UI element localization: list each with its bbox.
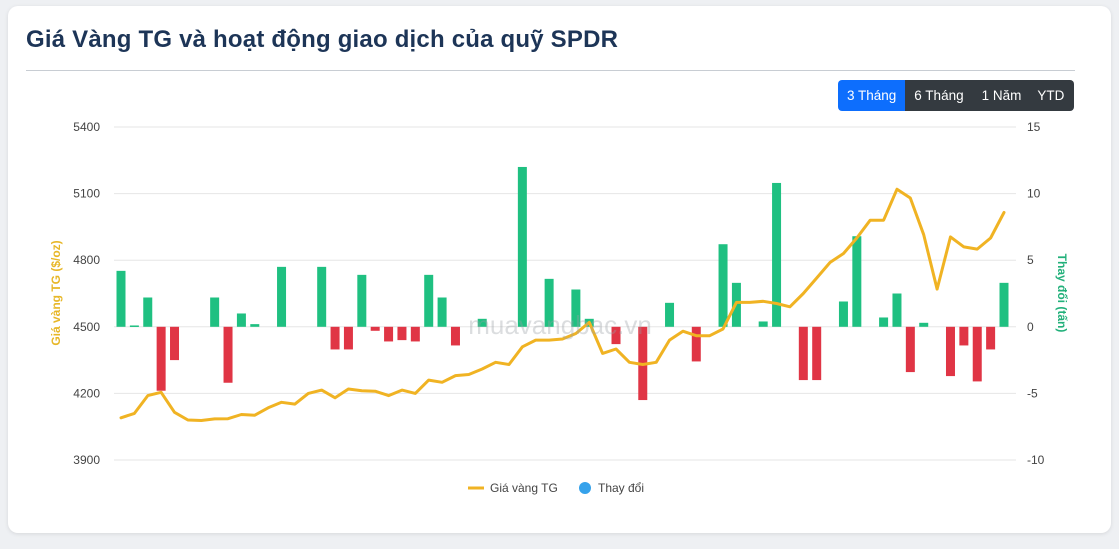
change-bar[interactable]: [370, 326, 380, 331]
legend-change-label: Thay đổi: [598, 481, 644, 495]
change-bar[interactable]: [250, 324, 260, 327]
change-bar[interactable]: [223, 326, 233, 383]
change-bar[interactable]: [812, 326, 822, 381]
change-bar[interactable]: [611, 326, 621, 345]
range-6-months-button[interactable]: 6 Tháng: [905, 80, 973, 111]
change-bar[interactable]: [772, 182, 782, 327]
range-3-months-button[interactable]: 3 Tháng: [838, 80, 906, 111]
left-tick-label: 5100: [73, 187, 100, 201]
change-bar[interactable]: [424, 274, 434, 327]
title-divider: [26, 70, 1075, 71]
right-tick-label: 10: [1027, 187, 1041, 201]
change-bar[interactable]: [317, 266, 327, 327]
left-tick-label: 3900: [73, 453, 100, 467]
change-bar[interactable]: [945, 326, 955, 377]
change-bar[interactable]: [852, 236, 862, 327]
change-bar[interactable]: [919, 322, 929, 327]
change-bar[interactable]: [116, 270, 126, 327]
legend-change-swatch: [579, 482, 591, 494]
change-bar[interactable]: [236, 313, 246, 327]
change-bar[interactable]: [879, 317, 889, 327]
change-bar[interactable]: [905, 326, 915, 373]
change-bar[interactable]: [986, 326, 996, 350]
change-bar[interactable]: [571, 289, 581, 327]
change-bar[interactable]: [330, 326, 340, 350]
change-bar[interactable]: [999, 282, 1009, 327]
change-bar[interactable]: [210, 297, 220, 327]
gridlines: [114, 126, 1016, 461]
change-bar[interactable]: [892, 293, 902, 327]
change-bar[interactable]: [972, 326, 982, 382]
range-ytd-button[interactable]: YTD: [1030, 80, 1075, 111]
right-tick-label: -10: [1027, 453, 1045, 467]
change-bar[interactable]: [477, 318, 487, 327]
right-axis-title: Thay đổi (tấn): [1055, 254, 1069, 333]
left-tick-label: 4800: [73, 253, 100, 267]
change-bar[interactable]: [343, 326, 353, 350]
right-tick-label: 0: [1027, 320, 1034, 334]
change-bar[interactable]: [691, 326, 701, 362]
left-tick-label: 4500: [73, 320, 100, 334]
change-bars: [116, 166, 1009, 401]
change-bar[interactable]: [129, 325, 139, 327]
left-axis-title: Giá vàng TG ($/oz): [49, 240, 63, 345]
range-selector: 3 Tháng 6 Tháng 1 Năm YTD: [838, 80, 1075, 111]
range-1-year-button[interactable]: 1 Năm: [972, 80, 1031, 111]
legend: Giá vàng TG Thay đổi: [468, 481, 644, 495]
change-bar[interactable]: [450, 326, 460, 346]
change-bar[interactable]: [798, 326, 808, 381]
change-bar[interactable]: [143, 297, 153, 327]
right-tick-label: 15: [1027, 120, 1041, 134]
change-bar[interactable]: [170, 326, 180, 361]
left-axis-ticks: 5400 5100 4800 4500 4200 3900: [73, 120, 100, 467]
legend-gold-label: Giá vàng TG: [490, 481, 558, 495]
legend-item-change[interactable]: Thay đổi: [579, 481, 644, 495]
change-bar[interactable]: [277, 266, 287, 327]
change-bar[interactable]: [758, 321, 768, 327]
left-tick-label: 4200: [73, 386, 100, 400]
legend-item-gold[interactable]: Giá vàng TG: [468, 481, 558, 495]
change-bar[interactable]: [397, 326, 407, 341]
change-bar[interactable]: [718, 244, 728, 327]
right-axis-ticks: 15 10 5 0 -5 -10: [1027, 120, 1045, 467]
change-bar[interactable]: [665, 302, 675, 327]
change-bar[interactable]: [384, 326, 394, 342]
change-bar[interactable]: [517, 166, 527, 327]
watermark: muavangbac.vn: [468, 310, 652, 340]
left-tick-label: 5400: [73, 120, 100, 134]
change-bar[interactable]: [544, 278, 554, 327]
page-title: Giá Vàng TG và hoạt động giao dịch của q…: [26, 26, 619, 53]
change-bar[interactable]: [410, 326, 420, 342]
change-bar[interactable]: [437, 297, 447, 327]
right-tick-label: 5: [1027, 253, 1034, 267]
change-bar[interactable]: [959, 326, 969, 346]
change-bar[interactable]: [156, 326, 166, 391]
change-bar[interactable]: [838, 301, 848, 327]
gold-price-line: [119, 187, 1006, 422]
change-bar[interactable]: [357, 274, 367, 327]
right-tick-label: -5: [1027, 386, 1038, 400]
